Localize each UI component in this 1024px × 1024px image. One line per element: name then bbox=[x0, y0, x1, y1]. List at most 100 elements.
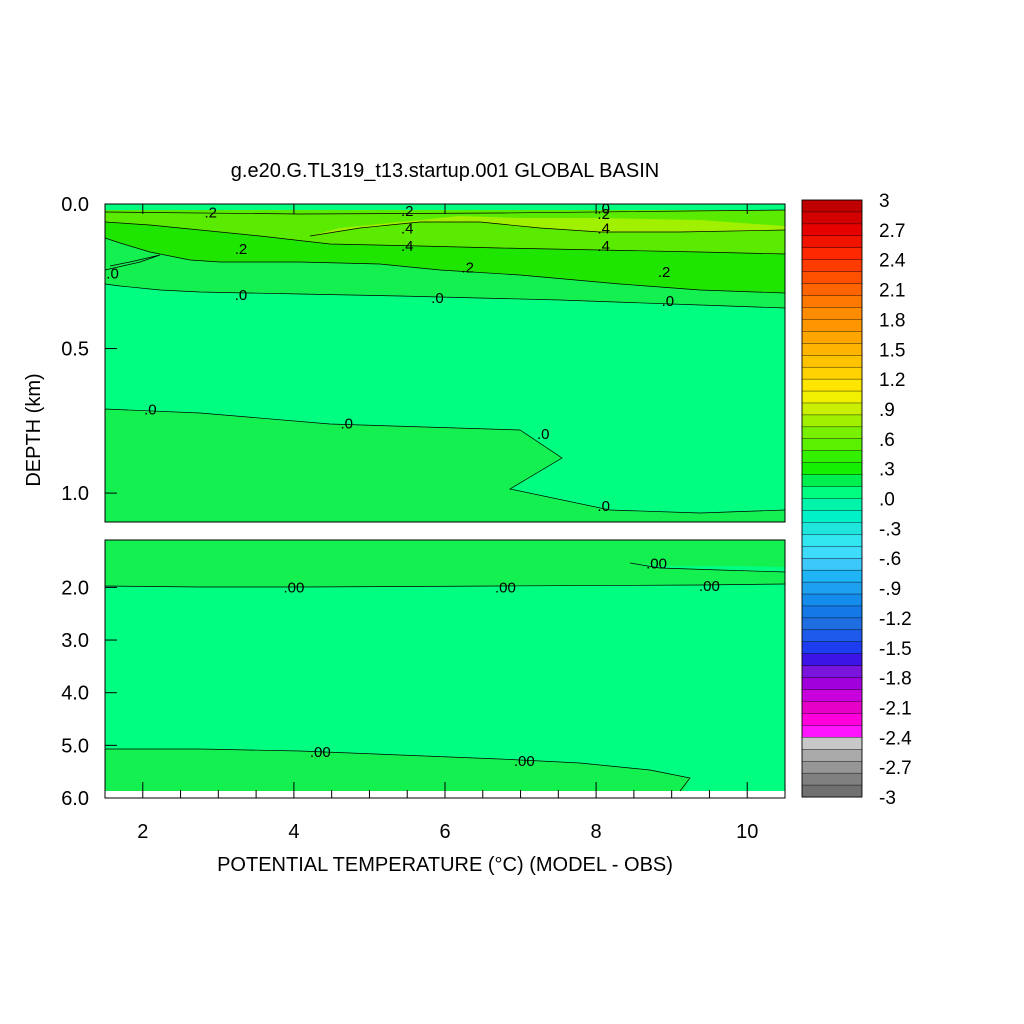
colorbar-swatch bbox=[801, 295, 863, 308]
colorbar-label: -.3 bbox=[879, 519, 901, 540]
contour-label: .4 bbox=[401, 221, 414, 238]
colorbar-swatch bbox=[801, 414, 863, 428]
colorbar-swatch bbox=[801, 641, 863, 655]
colorbar-label: 1.2 bbox=[879, 370, 905, 391]
colorbar-swatch bbox=[801, 760, 863, 774]
colorbar-label: -1.5 bbox=[879, 639, 912, 660]
upper-panel: .2.2.0.2.4.4.4.4.2.2.2.0.0.0.0.0.0.0.0 0… bbox=[61, 194, 786, 523]
upper-contour-fill bbox=[105, 204, 785, 522]
colorbar-swatch bbox=[801, 343, 863, 356]
colorbar-swatch bbox=[801, 689, 863, 702]
colorbar-swatch bbox=[801, 223, 863, 237]
colorbar-label: .3 bbox=[879, 460, 895, 481]
colorbar-label: 3 bbox=[879, 191, 890, 212]
x-tick-label: 4 bbox=[288, 821, 299, 843]
field-region-positive-4 bbox=[310, 216, 785, 236]
colorbar-swatch bbox=[801, 426, 863, 440]
colorbar-labels: 3 2.7 2.4 2.1 1.8 1.5 1.2 .9 .6 .3 .0 -.3 -.6 -.9 -1.2… bbox=[879, 191, 912, 809]
colorbar-label: .6 bbox=[879, 430, 895, 451]
colorbar-swatch bbox=[801, 378, 863, 392]
contour-label: .4 bbox=[597, 221, 610, 238]
contour-label: .0 bbox=[597, 200, 610, 217]
colorbar-swatch bbox=[801, 737, 863, 750]
colorbar-label: -2.7 bbox=[879, 758, 912, 779]
x-tick-label: 2 bbox=[137, 821, 148, 843]
colorbar-swatch bbox=[801, 462, 863, 476]
colorbar-swatch bbox=[801, 629, 863, 643]
colorbar-swatch bbox=[801, 593, 863, 607]
contour-label: .4 bbox=[401, 238, 414, 255]
colorbar-swatch bbox=[801, 522, 863, 535]
y-axis-label: DEPTH (km) bbox=[23, 373, 45, 486]
contour-label: .0 bbox=[144, 401, 157, 418]
colorbar-swatch bbox=[801, 259, 863, 273]
upper-contour-labels: .2.2.0.2.4.4.4.4.2.2.2.0.0.0.0.0.0.0.0 bbox=[106, 200, 674, 515]
contour-label: .2 bbox=[658, 264, 671, 281]
colorbar-swatch bbox=[801, 319, 863, 332]
field-region-positive-3 bbox=[105, 204, 785, 254]
contour-label: .0 bbox=[537, 426, 550, 443]
lower-panel: .00 .00 .00 .00 .00 .00 2.0 3.0 4.0 5.0 6.0 bbox=[61, 539, 786, 810]
colorbar-label: -.6 bbox=[879, 549, 901, 570]
colorbar-swatch bbox=[801, 271, 863, 285]
colorbar-swatch bbox=[801, 581, 863, 595]
colorbar-swatch bbox=[801, 438, 863, 452]
contour-label: .4 bbox=[597, 238, 610, 255]
colorbar-label: 2.7 bbox=[879, 221, 905, 242]
contour-label: .00 bbox=[495, 579, 516, 596]
colorbar-swatch bbox=[801, 331, 863, 344]
contour-label: .0 bbox=[431, 290, 444, 307]
field-region-positive-upper bbox=[105, 540, 785, 587]
colorbar-swatch bbox=[801, 366, 863, 380]
colorbar-swatch bbox=[801, 510, 863, 523]
y-tick-label: 1.0 bbox=[61, 483, 89, 505]
colorbar-swatch bbox=[801, 235, 863, 249]
colorbar bbox=[801, 199, 863, 798]
contour-label: .0 bbox=[235, 287, 248, 304]
y-tick-label: 4.0 bbox=[61, 683, 89, 705]
colorbar-swatch bbox=[801, 558, 863, 571]
contour-label: .00 bbox=[283, 579, 304, 596]
colorbar-swatch bbox=[801, 498, 863, 511]
lower-contour-labels: .00 .00 .00 .00 .00 .00 bbox=[283, 556, 719, 770]
colorbar-label: 1.8 bbox=[879, 310, 905, 331]
contour-label: .2 bbox=[461, 260, 474, 277]
colorbar-swatch bbox=[801, 486, 863, 499]
colorbar-swatch bbox=[801, 283, 863, 297]
lower-y-axis: 2.0 3.0 4.0 5.0 6.0 bbox=[61, 577, 117, 810]
colorbar-label: 1.5 bbox=[879, 340, 905, 361]
y-tick-label: 0.0 bbox=[61, 194, 89, 216]
colorbar-swatch bbox=[801, 725, 863, 738]
colorbar-label: -2.4 bbox=[879, 728, 912, 749]
colorbar-swatch bbox=[801, 665, 863, 679]
colorbar-swatch bbox=[801, 534, 863, 547]
colorbar-swatch bbox=[801, 546, 863, 559]
y-tick-label: 2.0 bbox=[61, 577, 89, 599]
colorbar-swatch bbox=[801, 450, 863, 464]
lower-contour-fill bbox=[105, 540, 785, 798]
colorbar-swatch bbox=[801, 784, 863, 798]
colorbar-swatch bbox=[801, 355, 863, 368]
x-tick-label: 8 bbox=[591, 821, 602, 843]
x-tick-label: 10 bbox=[736, 821, 758, 843]
colorbar-label: -2.1 bbox=[879, 698, 912, 719]
colorbar-frame bbox=[801, 199, 863, 798]
colorbar-swatch bbox=[801, 617, 863, 631]
contour-label: .2 bbox=[401, 203, 414, 220]
y-tick-label: 3.0 bbox=[61, 630, 89, 652]
colorbar-swatch bbox=[801, 402, 863, 416]
colorbar-label: .9 bbox=[879, 400, 895, 421]
y-tick-label: 0.5 bbox=[61, 339, 89, 361]
contour-label: .00 bbox=[514, 753, 535, 770]
colorbar-swatch bbox=[801, 390, 863, 404]
colorbar-label: -1.2 bbox=[879, 609, 912, 630]
contour-label: .2 bbox=[597, 206, 610, 223]
y-tick-label: 5.0 bbox=[61, 735, 89, 757]
colorbar-swatch bbox=[801, 713, 863, 726]
x-axis: 2 4 6 8 10 bbox=[104, 204, 786, 843]
x-tick-label: 6 bbox=[439, 821, 450, 843]
colorbar-label: -1.8 bbox=[879, 669, 912, 690]
colorbar-swatch bbox=[801, 474, 863, 488]
colorbar-label: 2.4 bbox=[879, 251, 906, 272]
